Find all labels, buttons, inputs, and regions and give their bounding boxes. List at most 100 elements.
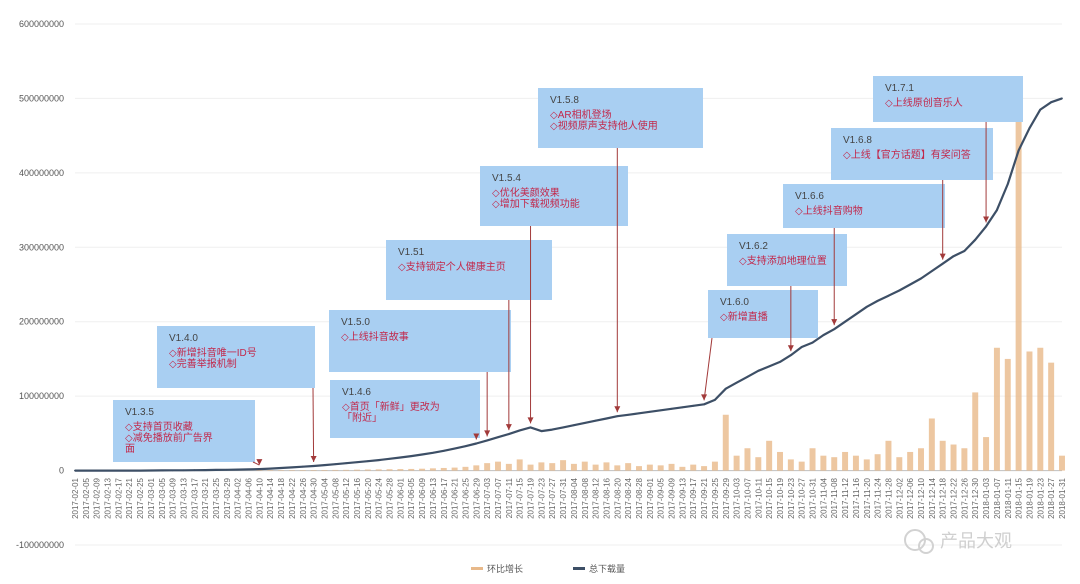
- total-downloads-point: [95, 469, 98, 472]
- growth-bar: [907, 451, 914, 471]
- x-tick-label: 2017-06-17: [440, 477, 449, 518]
- x-tick-label: 2017-12-22: [950, 477, 959, 518]
- annotation-version: V1.6.0: [720, 297, 749, 308]
- growth-bar: [516, 459, 523, 471]
- growth-bar: [592, 464, 599, 471]
- x-tick-label: 2017-07-15: [516, 477, 525, 518]
- y-tick-label: 100000000: [19, 391, 64, 401]
- growth-bar: [744, 448, 751, 471]
- total-downloads-point: [269, 467, 272, 470]
- total-downloads-point: [74, 469, 76, 472]
- total-downloads-point: [432, 451, 434, 454]
- growth-bar: [711, 461, 718, 471]
- total-downloads-point: [377, 459, 380, 461]
- x-tick-label: 2017-03-25: [212, 477, 221, 518]
- growth-bar: [549, 463, 556, 471]
- x-tick-label: 2017-06-09: [418, 477, 427, 518]
- annotation-callout: V1.6.6 ◇上线抖音购物: [783, 184, 945, 326]
- total-downloads-point: [150, 469, 152, 472]
- annotation-note: ◇减免播放前广告界: [125, 431, 213, 444]
- growth-bar: [1015, 79, 1022, 471]
- total-downloads-point: [312, 465, 315, 467]
- y-tick-label: 0: [59, 466, 64, 476]
- total-downloads-point: [258, 468, 261, 470]
- growth-bar: [581, 461, 588, 471]
- growth-bar: [419, 468, 426, 471]
- annotation-arrowhead: [939, 253, 946, 260]
- growth-bar: [386, 469, 393, 471]
- total-downloads-point: [464, 445, 467, 448]
- growth-bar: [809, 448, 816, 471]
- total-downloads-point: [1028, 127, 1031, 130]
- growth-bar: [538, 462, 545, 471]
- y-tick-label: 400000000: [19, 168, 64, 178]
- annotation-note: ◇视频原声支持他人使用: [550, 119, 658, 132]
- x-tick-label: 2017-07-23: [537, 477, 546, 518]
- x-tick-label: 2017-09-01: [646, 477, 655, 518]
- x-tick-label: 2017-11-12: [841, 477, 850, 518]
- growth-bar: [343, 469, 350, 471]
- total-downloads-point: [453, 447, 456, 450]
- growth-bar: [375, 469, 382, 471]
- x-tick-label: 2017-09-21: [700, 477, 709, 518]
- growth-bar: [495, 461, 501, 471]
- annotation-box: [783, 184, 945, 228]
- annotation-arrowhead: [701, 394, 708, 401]
- total-downloads-line: [75, 97, 1063, 472]
- x-tick-label: 2017-12-18: [939, 477, 948, 518]
- growth-bar: [787, 459, 794, 471]
- growth-bar: [896, 457, 903, 471]
- growth-bar: [505, 463, 512, 471]
- total-downloads-point: [746, 375, 749, 378]
- growth-bar: [798, 461, 805, 471]
- total-downloads-point: [822, 334, 825, 337]
- annotation-note: ◇上线抖音故事: [341, 330, 409, 343]
- bar-series: [256, 79, 1065, 471]
- x-tick-label: 2017-11-04: [819, 477, 828, 518]
- annotation-arrow: [312, 387, 315, 462]
- x-tick-label: 2018-01-23: [1036, 477, 1045, 518]
- x-tick-label: 2017-10-19: [776, 477, 785, 518]
- x-tick-label: 2017-06-05: [407, 477, 416, 518]
- total-downloads-point: [963, 250, 966, 252]
- annotations: V1.3.5◇支持首页收藏◇减免播放前广告界面V1.4.0◇新增抖音唯一ID号◇…: [113, 76, 1023, 466]
- x-tick-label: 2017-07-27: [548, 477, 557, 518]
- annotation-version: V1.51: [398, 247, 425, 258]
- annotation-callout: V1.6.0 ◇新增直播: [701, 290, 818, 401]
- x-tick-label: 2017-03-01: [147, 477, 156, 518]
- annotation-version: V1.4.0: [169, 333, 198, 344]
- growth-bar: [972, 392, 979, 471]
- total-downloads-point: [974, 238, 977, 241]
- growth-bar: [701, 466, 708, 471]
- total-downloads-point: [117, 469, 120, 472]
- x-tick-label: 2017-10-15: [765, 477, 774, 518]
- x-tick-label: 2017-07-19: [527, 477, 536, 518]
- annotation-box: [480, 166, 628, 226]
- x-tick-label: 2017-09-29: [722, 477, 731, 518]
- annotation-callout: V1.7.1 ◇上线原创音乐人: [873, 76, 1023, 223]
- total-downloads-point: [171, 469, 174, 472]
- total-downloads-point: [768, 365, 771, 368]
- total-downloads-point: [659, 409, 662, 412]
- annotation-arrowhead: [831, 319, 838, 326]
- annotation-note: 「附近」: [342, 411, 382, 424]
- total-downloads-point: [366, 460, 369, 463]
- annotation-box: [330, 380, 480, 438]
- growth-bar: [560, 460, 567, 471]
- annotation-note: ◇支持首页收藏: [125, 420, 193, 433]
- x-tick-label: 2017-12-02: [895, 477, 904, 518]
- total-downloads-point: [215, 469, 217, 471]
- total-downloads-point: [84, 469, 87, 472]
- x-tick-label: 2017-06-01: [396, 477, 405, 518]
- annotation-arrowhead: [473, 433, 480, 440]
- annotation-note: ◇新增直播: [720, 310, 768, 323]
- x-tick-label: 2017-02-17: [114, 477, 123, 518]
- x-tick-label: 2017-12-06: [906, 477, 915, 518]
- x-tick-label: 2017-04-10: [255, 477, 264, 518]
- growth-bar: [863, 459, 870, 471]
- total-downloads-point: [529, 426, 532, 429]
- total-downloads-point: [638, 412, 640, 415]
- annotation-note: ◇支持添加地理位置: [739, 254, 827, 267]
- growth-bar: [603, 462, 610, 471]
- x-tick-label: 2017-09-17: [689, 477, 698, 518]
